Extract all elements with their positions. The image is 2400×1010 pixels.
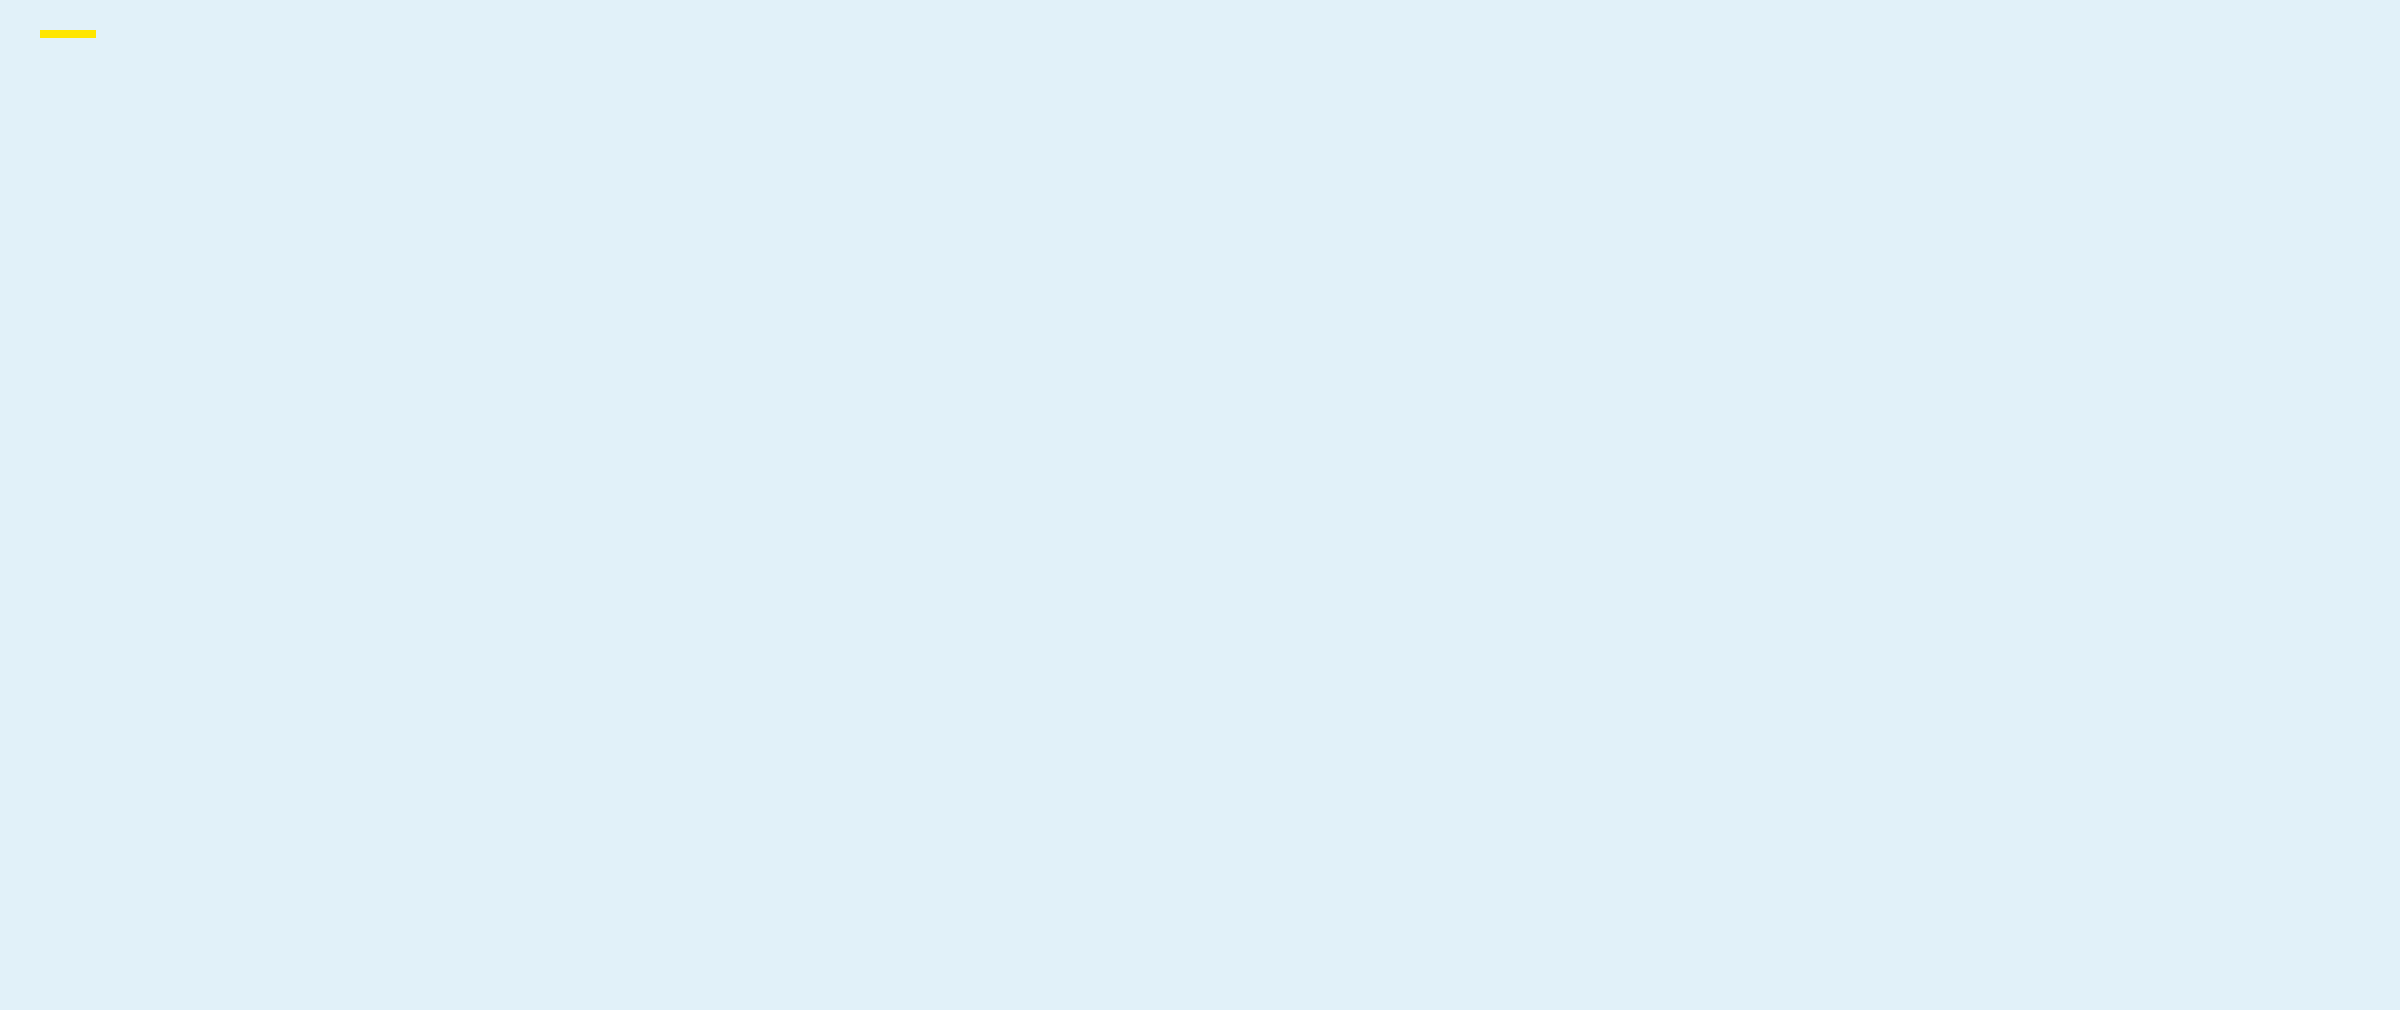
diagram-canvas: [0, 0, 1800, 758]
bg: [0, 0, 1800, 758]
legend-swatch: [40, 30, 96, 38]
